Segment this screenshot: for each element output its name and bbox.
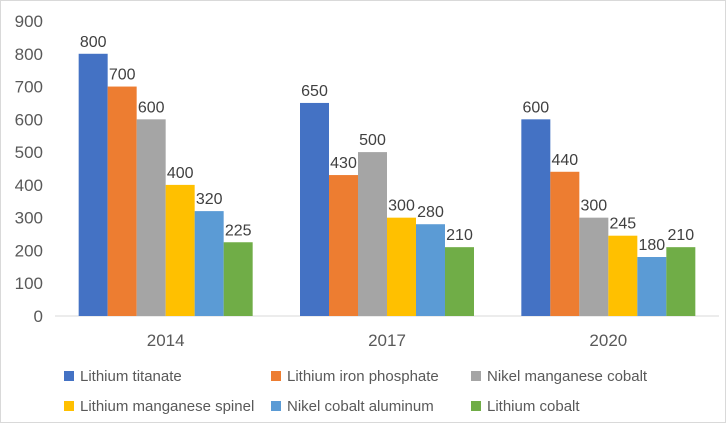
bar [445, 247, 474, 316]
y-axis-ticks: 0 100 200 300 400 500 600 700 800 900 [15, 12, 43, 326]
x-axis-categories: 2014 2017 2020 [147, 331, 627, 350]
legend: Lithium titanate Lithium iron phosphate Ni… [64, 368, 648, 415]
x-category-label: 2020 [589, 331, 627, 350]
data-label: 600 [522, 99, 549, 116]
bar [78, 53, 108, 317]
bar [387, 217, 416, 316]
bar [416, 224, 445, 316]
y-tick-label: 200 [15, 241, 43, 260]
data-label: 210 [446, 227, 473, 244]
x-category-label: 2017 [368, 331, 406, 350]
data-label: 300 [580, 198, 607, 215]
bar [107, 86, 137, 316]
bar-series [78, 53, 696, 317]
bar [521, 119, 551, 316]
data-label: 430 [330, 155, 357, 172]
data-label: 650 [301, 83, 328, 100]
data-label: 300 [388, 198, 415, 215]
bar [329, 175, 358, 316]
legend-label: Nikel manganese cobalt [487, 368, 648, 385]
bar [358, 152, 387, 316]
y-tick-label: 600 [15, 110, 43, 129]
data-label: 800 [80, 34, 107, 51]
legend-label: Lithium manganese spinel [80, 398, 254, 415]
legend-label: Nikel cobalt aluminum [287, 398, 434, 415]
data-label: 320 [196, 191, 223, 208]
bar [223, 242, 253, 316]
y-tick-label: 400 [15, 176, 43, 195]
legend-swatch [64, 401, 74, 411]
x-category-label: 2014 [147, 331, 185, 350]
data-label: 280 [417, 204, 444, 221]
bar [550, 171, 580, 316]
legend-swatch [271, 401, 281, 411]
bar [579, 217, 609, 316]
data-label: 500 [359, 132, 386, 149]
bar [666, 247, 696, 316]
bar [165, 184, 195, 316]
bar [637, 257, 667, 316]
legend-label: Lithium iron phosphate [287, 368, 439, 385]
legend-swatch [471, 371, 481, 381]
y-tick-label: 100 [15, 274, 43, 293]
data-label: 400 [167, 165, 194, 182]
y-tick-label: 900 [15, 12, 43, 31]
data-label: 245 [609, 216, 636, 233]
y-tick-label: 0 [34, 307, 43, 326]
legend-label: Lithium titanate [80, 368, 182, 385]
data-label: 600 [138, 99, 165, 116]
legend-label: Lithium cobalt [487, 398, 580, 415]
legend-swatch [64, 371, 74, 381]
y-tick-label: 500 [15, 143, 43, 162]
data-label: 210 [667, 227, 694, 244]
bar [136, 119, 166, 316]
data-label: 225 [225, 222, 252, 239]
legend-swatch [471, 401, 481, 411]
bar [300, 102, 329, 316]
y-tick-label: 800 [15, 45, 43, 64]
bar [608, 235, 638, 316]
data-label: 180 [638, 237, 665, 254]
legend-swatch [271, 371, 281, 381]
y-tick-label: 300 [15, 209, 43, 228]
data-label: 440 [551, 152, 578, 169]
y-tick-label: 700 [15, 78, 43, 97]
bar [194, 211, 224, 316]
data-label: 700 [109, 67, 136, 84]
